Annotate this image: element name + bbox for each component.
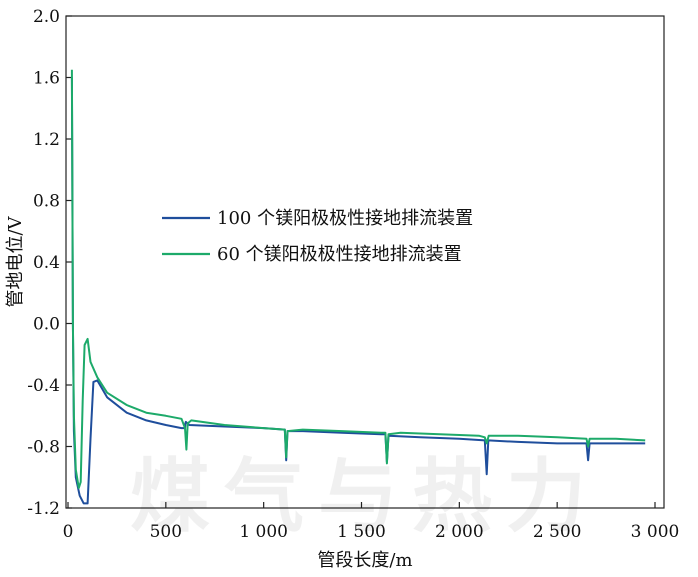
legend-label-1: 100 个镁阳极极性接地排流装置 bbox=[217, 208, 473, 229]
x-tick-label: 0 bbox=[63, 522, 74, 542]
x-tick-label: 3 000 bbox=[631, 522, 680, 542]
series-layer bbox=[70, 69, 646, 505]
y-tick-label: 0.4 bbox=[33, 253, 60, 273]
y-tick-label: 1.2 bbox=[33, 130, 60, 150]
y-tick-label: 1.6 bbox=[33, 69, 60, 89]
x-axis: 0 500 1 000 1 500 2 000 2 500 3 000 bbox=[63, 502, 680, 542]
y-tick-label: -1.2 bbox=[27, 499, 60, 519]
x-tick-label: 2 500 bbox=[533, 522, 582, 542]
y-tick-label: 2.0 bbox=[33, 7, 60, 27]
y-axis-title: 管地电位/V bbox=[5, 215, 26, 307]
x-axis-title: 管段长度/m bbox=[317, 550, 412, 571]
x-tick-label: 1 000 bbox=[239, 522, 288, 542]
x-tick-label: 500 bbox=[150, 522, 182, 542]
y-tick-label: -0.8 bbox=[27, 438, 60, 458]
legend: 100 个镁阳极极性接地排流装置 60 个镁阳极极性接地排流装置 bbox=[162, 208, 473, 265]
y-tick-label: 0.0 bbox=[33, 315, 60, 335]
y-tick-label: 0.8 bbox=[33, 192, 60, 212]
series-line-2 bbox=[70, 69, 646, 489]
legend-label-2: 60 个镁阳极极性接地排流装置 bbox=[217, 244, 462, 265]
x-tick-label: 1 500 bbox=[337, 522, 386, 542]
y-axis: -1.2 -0.8 -0.4 0.0 0.4 0.8 1.2 1.6 2.0 bbox=[27, 7, 72, 519]
series-line-1 bbox=[70, 77, 646, 505]
x-tick-label: 2 000 bbox=[435, 522, 484, 542]
y-tick-label: -0.4 bbox=[27, 376, 60, 396]
